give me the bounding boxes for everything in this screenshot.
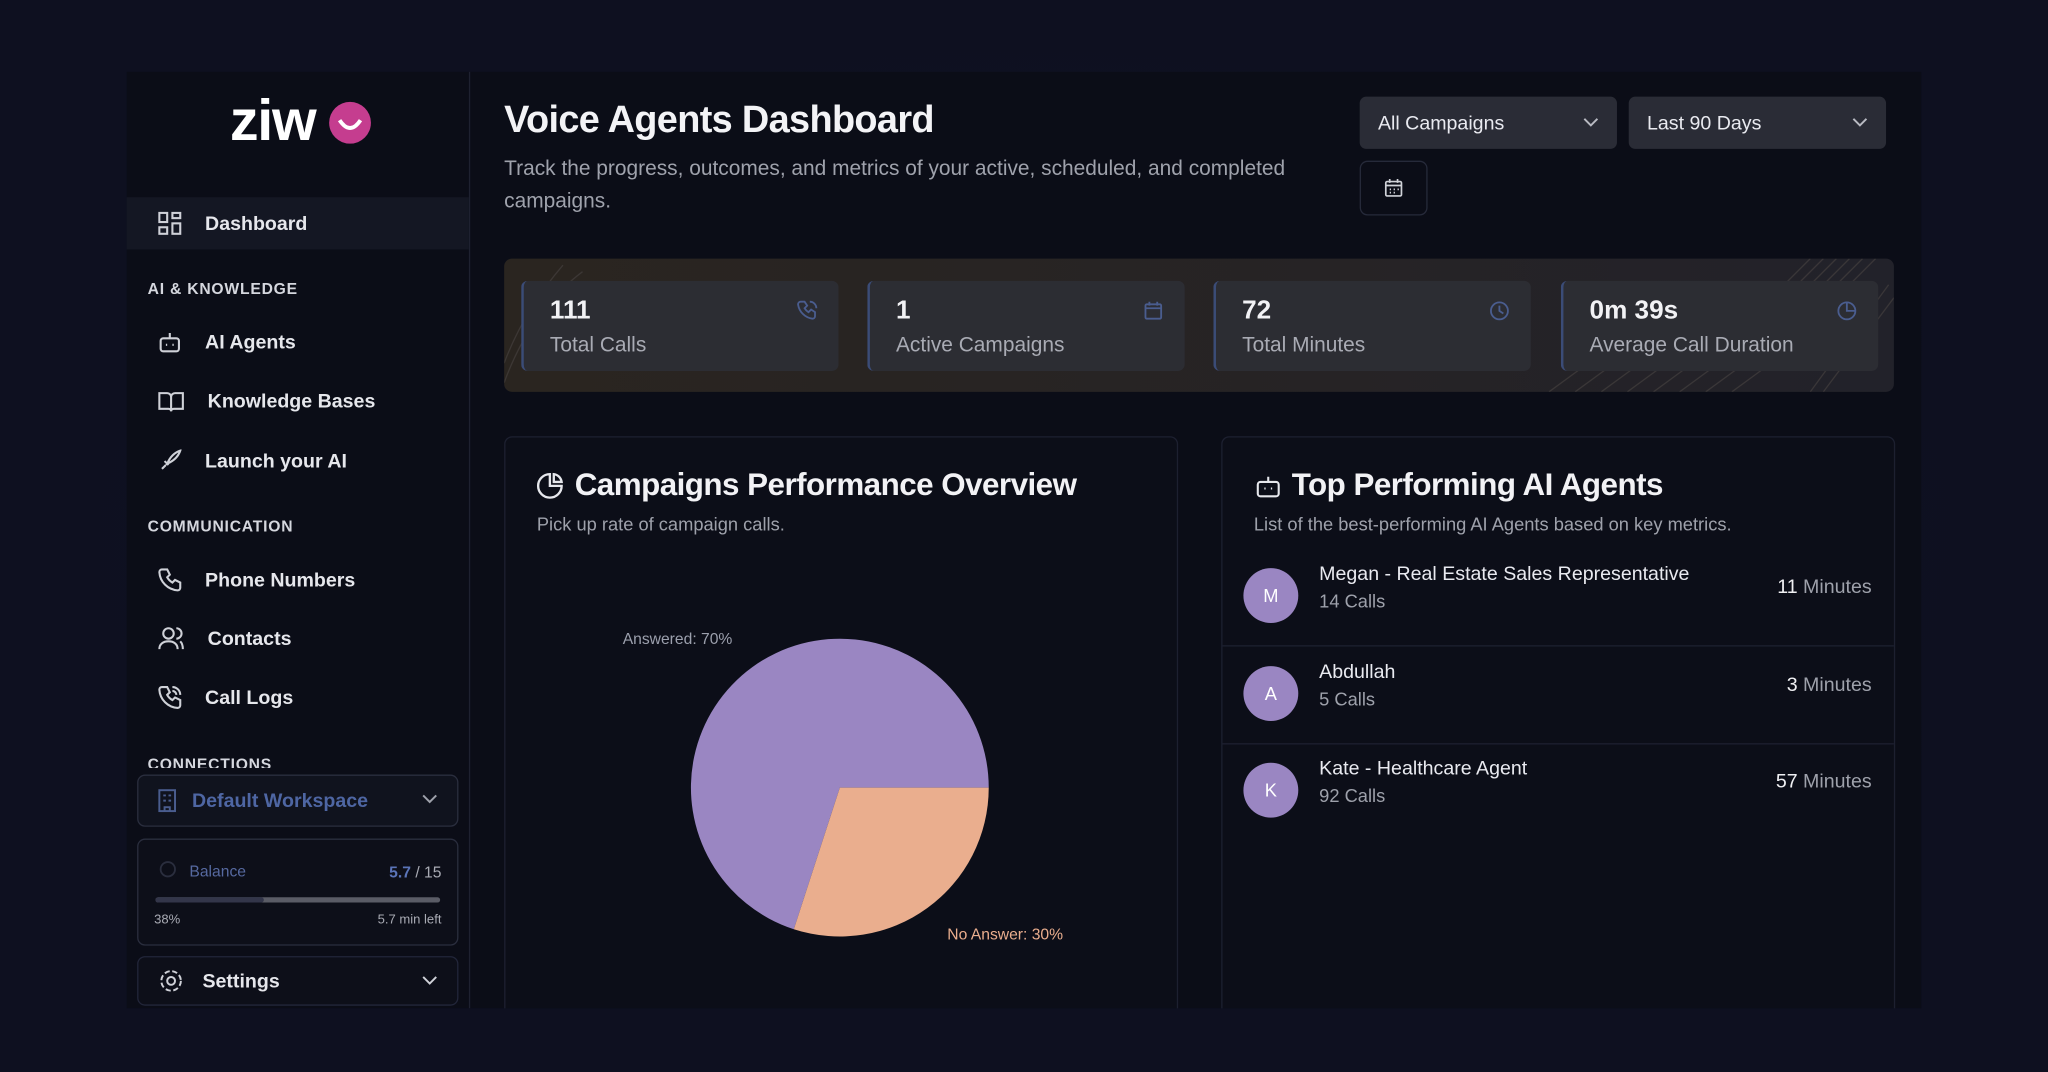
section-title: AI & KNOWLEDGE <box>147 279 298 298</box>
agent-icon <box>1256 476 1280 498</box>
nav-label: Phone Numbers <box>205 568 356 592</box>
stat-value: 111 <box>549 296 591 326</box>
nav-item[interactable]: Contacts <box>127 613 469 665</box>
pie-slice <box>690 638 989 930</box>
agent-row[interactable]: M Megan - Real Estate Sales Representati… <box>1222 549 1894 647</box>
nav-label: Call Logs <box>205 686 294 709</box>
page-title: Voice Agents Dashboard <box>504 99 934 142</box>
card-subtitle: Pick up rate of campaign calls. <box>536 513 785 535</box>
nav-dashboard[interactable]: Dashboard <box>126 197 469 250</box>
stat-value: 0m 39s <box>1589 296 1679 326</box>
agent-minutes: 57 <box>1775 770 1798 793</box>
agent-avatar: M <box>1243 568 1299 624</box>
balance-used: 5.7 <box>389 863 411 882</box>
nav-item[interactable]: Knowledge Bases <box>127 375 469 427</box>
stat-label: Active Campaigns <box>895 334 1065 357</box>
stat-card: 72 Total Minutes <box>1213 280 1531 371</box>
nav-item[interactable]: Launch your AI <box>127 435 469 487</box>
settings-button[interactable]: Settings <box>137 956 459 1006</box>
agent-minutes-unit: Minutes <box>1803 770 1872 793</box>
stat-card: 0m 39s Average Call Duration <box>1560 280 1879 371</box>
nav-label: Contacts <box>207 627 292 650</box>
workspace-name: Default Workspace <box>191 790 369 813</box>
stat-label: Total Minutes <box>1242 334 1366 357</box>
agents-card <box>1221 436 1896 1040</box>
pie-chart: Answered: 70% No Answer: 30% <box>623 631 1063 944</box>
logo-mark <box>329 101 371 144</box>
agent-calls: 92 Calls <box>1319 784 1386 806</box>
page-subtitle: Track the progress, outcomes, and metric… <box>504 158 1286 213</box>
nav-item[interactable]: AI Agents <box>127 316 469 368</box>
nav-item[interactable]: Phone Numbers <box>127 554 469 606</box>
progress-track <box>155 897 441 903</box>
card-title: Campaigns Performance Overview <box>574 467 1077 503</box>
section-title: CONNECTIONS <box>147 754 273 768</box>
agent-minutes-unit: Minutes <box>1803 673 1872 697</box>
stat-label: Total Calls <box>549 334 647 357</box>
agent-calls: 5 Calls <box>1319 688 1376 710</box>
balance-label: Balance <box>189 862 247 881</box>
agent-name: Abdullah <box>1319 660 1396 684</box>
agent-row[interactable]: K Kate - Healthcare Agent 92 Calls 57 Mi… <box>1223 743 1894 840</box>
progress-label: 38% <box>154 912 181 928</box>
pie-icon <box>536 472 563 499</box>
nav-label: Dashboard <box>205 212 308 235</box>
balance-total: / 15 <box>415 863 442 882</box>
agent-avatar: A <box>1243 666 1299 721</box>
progress-fill <box>155 897 264 903</box>
pie-slice <box>793 787 989 937</box>
agent-row[interactable]: A Abdullah 5 Calls 3 Minutes <box>1222 647 1894 745</box>
agent-minutes: 3 <box>1786 673 1798 697</box>
section-title: COMMUNICATION <box>147 517 294 536</box>
slice-label: No Answer: 30% <box>947 927 1063 944</box>
stat-value: 72 <box>1242 296 1272 326</box>
bottom-fade <box>0 1008 2048 1072</box>
filter-label: Last 90 Days <box>1647 111 1762 134</box>
stat-value: 1 <box>895 296 911 326</box>
agent-calls: 14 Calls <box>1319 590 1386 612</box>
nav-label: Knowledge Bases <box>207 389 376 413</box>
agent-minutes-unit: Minutes <box>1803 575 1872 599</box>
card-subtitle: List of the best-performing AI Agents ba… <box>1253 513 1732 535</box>
nav-label: AI Agents <box>205 331 296 354</box>
calendar-button[interactable] <box>1359 160 1428 216</box>
card-title: Top Performing AI Agents <box>1291 467 1664 503</box>
stat-label: Average Call Duration <box>1589 334 1794 357</box>
agent-name: Megan - Real Estate Sales Representative <box>1319 562 1690 586</box>
workspace-select[interactable]: Default Workspace <box>137 774 459 827</box>
settings-label: Settings <box>202 970 280 993</box>
agent-minutes: 11 <box>1777 575 1798 599</box>
slice-label: Answered: 70% <box>623 631 733 648</box>
date-filter[interactable]: Last 90 Days <box>1628 96 1887 149</box>
campaign-filter[interactable]: All Campaigns <box>1359 96 1617 149</box>
sidebar <box>127 71 471 1009</box>
nav-label: Launch your AI <box>205 449 347 473</box>
stat-card: 111 Total Calls <box>521 280 839 371</box>
balance-card: Balance 5.7 / 15 38% 5.7 min left <box>137 838 459 946</box>
stat-card: 1 Active Campaigns <box>867 280 1185 371</box>
balance-remaining: 5.7 min left <box>377 912 442 928</box>
logo-text: ziw <box>229 88 317 153</box>
agent-avatar: K <box>1243 762 1299 818</box>
filter-label: All Campaigns <box>1377 111 1505 134</box>
agent-name: Kate - Healthcare Agent <box>1319 757 1528 780</box>
nav-item[interactable]: Call Logs <box>127 671 469 723</box>
section-clip: CONNECTIONS <box>127 752 469 768</box>
